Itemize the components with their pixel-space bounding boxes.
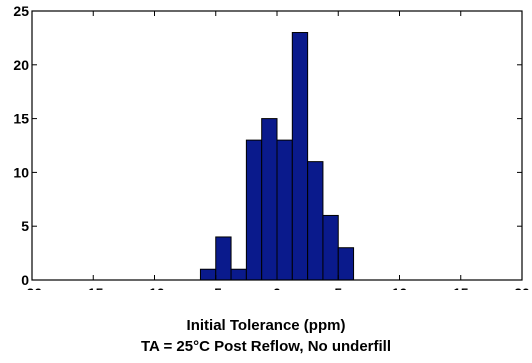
y-tick-label: 10: [13, 164, 29, 180]
x-tick-label: 20: [514, 285, 530, 290]
y-tick-label: 15: [13, 111, 29, 127]
histogram-bar: [276, 139, 293, 281]
ticks-group: -20 -15 -10 -5 0 5 10 15 20 0 5 10 15 20 25: [13, 3, 530, 290]
bars-group: [199, 32, 355, 281]
histogram-bar: [215, 236, 232, 281]
y-tick-label: 0: [21, 272, 29, 288]
x-tick-label: 10: [392, 285, 408, 290]
x-tick-label: 0: [273, 285, 281, 290]
y-tick-label: 25: [13, 3, 29, 19]
x-tick-label: -5: [210, 285, 223, 290]
histogram-bar: [261, 118, 278, 281]
histogram-bar: [199, 268, 217, 281]
histogram-bar: [230, 268, 247, 281]
histogram-bar: [337, 247, 355, 281]
y-tick-label: 20: [13, 57, 29, 73]
x-tick-label: 15: [453, 285, 469, 290]
histogram-chart: -20 -15 -10 -5 0 5 10 15 20 0 5 10 15 20 25: [13, 3, 530, 290]
histogram-bar: [322, 214, 339, 281]
chart-subtitle: TA = 25°C Post Reflow, No underfill: [140, 338, 392, 355]
histogram-bar: [291, 32, 309, 281]
x-tick-label: -20: [22, 285, 42, 290]
x-tick-label: -15: [83, 285, 103, 290]
x-tick-label: 5: [334, 285, 342, 290]
x-axis-label: Initial Tolerance (ppm): [186, 317, 346, 334]
histogram-bar: [245, 139, 263, 281]
y-tick-label: 5: [21, 218, 29, 234]
histogram-bar: [307, 161, 324, 281]
x-tick-label: -10: [144, 285, 164, 290]
